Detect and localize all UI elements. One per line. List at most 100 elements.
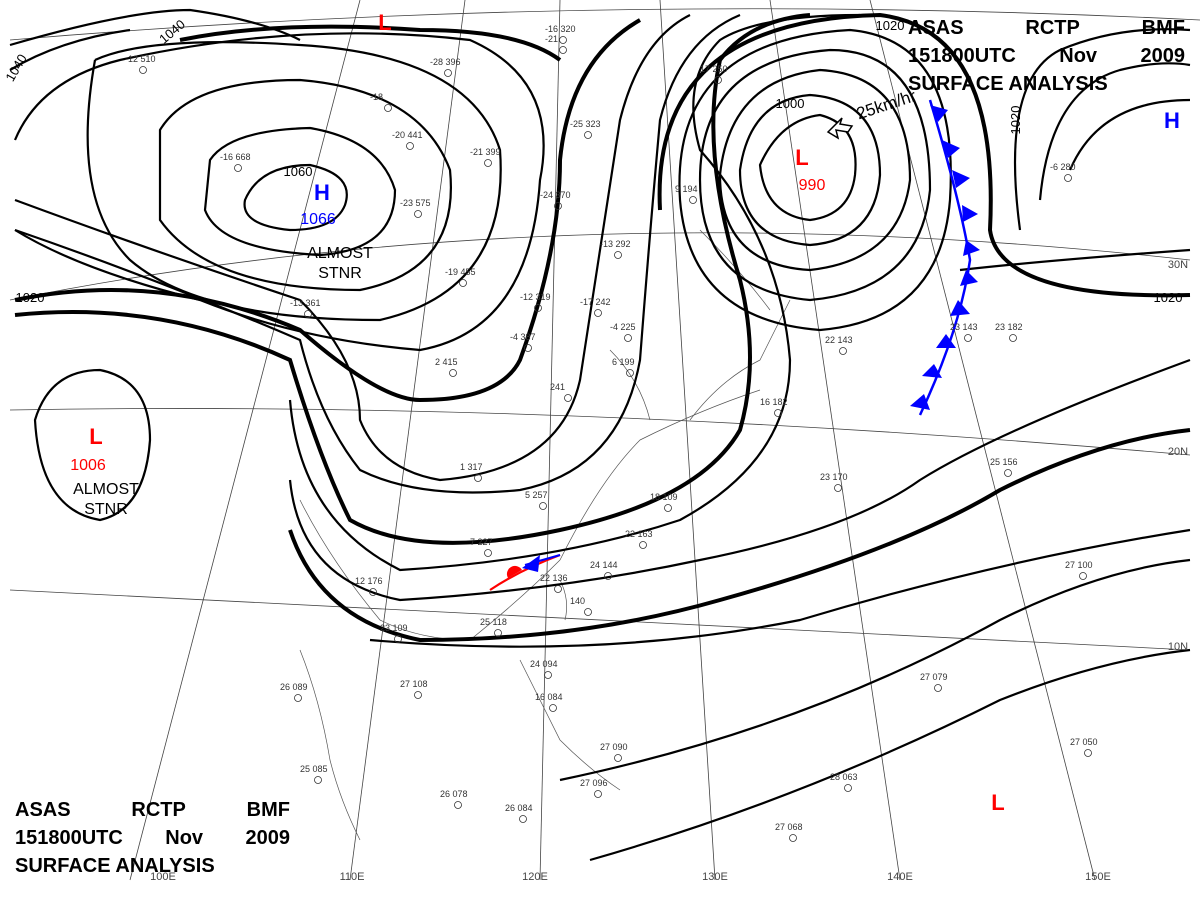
station-value: -25 323 [570,119,601,129]
station-plot: 5 257 [525,490,548,510]
station-value: 16 084 [535,692,563,702]
low-pressure-symbol: L [89,424,102,449]
center-pressure-value: 1066 [300,211,336,228]
station-plot: -4 387 [510,332,536,352]
station-value: -13 292 [600,239,631,249]
station-circle-icon [1084,749,1092,757]
station-plot: 23 182 [995,322,1023,342]
header-cycle: BMF [1141,17,1185,39]
station-value: -16 320 [545,24,576,34]
station-value: 23 182 [995,322,1023,332]
station-circle-icon [449,369,457,377]
station-plot: 22 163 [625,529,653,549]
station-value: -12 319 [520,292,551,302]
station-observations: -12 510 -28 396 -18 -16 320-21 -25 323 -20 44… [125,24,1098,842]
station-circle-icon [594,309,602,317]
station-value: 27 108 [400,679,428,689]
station-value: -13 361 [290,298,321,308]
station-plot: -20 441 [392,130,423,150]
station-plot: -28 396 [430,57,461,77]
station-plot: -25 323 [570,119,601,139]
station-value: 2 415 [435,357,458,367]
motion-arrow [826,117,854,140]
station-value: 25 156 [990,457,1018,467]
station-circle-icon [394,635,402,643]
station-circle-icon [539,502,547,510]
station-circle-icon [834,484,842,492]
center-high-ne: H [1164,108,1180,133]
station-circle-icon [454,801,462,809]
station-plot: -18 [370,92,392,112]
pressure-centers: L H 1066 ALMOST STNR L 990 H L 1006 ALMOST STNR L [70,10,1180,815]
station-value: -18 [370,92,383,102]
station-plot: 22 143 [825,335,853,355]
station-plot: 18 109 [650,492,678,512]
station-value: 22 143 [825,335,853,345]
high-pressure-symbol: H [1164,108,1180,133]
center-motion-note: ALMOST STNR [73,481,139,518]
footer-month: Nov [165,827,204,849]
station-circle-icon [314,776,322,784]
station-value: 5 257 [525,490,548,500]
station-circle-icon [559,36,567,44]
station-value: 12 176 [355,576,383,586]
center-low-nw: L [378,10,391,35]
high-pressure-symbol: H [314,180,330,205]
station-plot: 22 136 [540,573,568,593]
station-circle-icon [626,369,634,377]
station-circle-icon [549,704,557,712]
station-circle-icon [384,104,392,112]
cold-front-northeast [910,99,980,416]
low-pressure-symbol: L [991,790,1004,815]
station-plot: 27 108 [400,679,428,699]
station-circle-icon [524,344,532,352]
station-circle-icon [614,754,622,762]
station-plot: 24 094 [530,659,558,679]
station-circle-icon [1079,572,1087,580]
station-value: 140 [570,596,585,606]
header-center: RCTP [1025,17,1080,39]
latitude-label: 30N [1168,259,1188,271]
station-value: -16 668 [220,152,251,162]
station-plot: -13 292 [600,239,631,259]
station-value: -12 510 [125,54,156,64]
center-low-kamchatka: L 990 [795,145,825,194]
station-plot: 24 144 [590,560,618,580]
station-plot: 25 118 [480,617,507,637]
station-value: 27 100 [1065,560,1093,570]
center-motion-note: ALMOST STNR [307,245,373,282]
station-circle-icon [1009,334,1017,342]
isobar-label: 1020 [876,18,905,33]
station-plot: -16 668 [220,152,251,172]
station-plot: 26 089 [280,682,308,702]
station-plot: 2 415 [435,357,458,377]
center-pressure-value: 1006 [70,457,106,474]
station-plot: 140 [570,596,592,616]
station-circle-icon [304,310,312,318]
footer-valid-time: 151800UTC [15,827,123,849]
center-low-tibet: L 1006 ALMOST STNR [70,424,139,518]
isobar-label: 1060 [284,164,313,179]
station-value: 27 079 [920,672,948,682]
station-value: 27 096 [580,778,608,788]
footer-agency: ASAS [15,799,71,821]
station-plot: 16 182 [760,397,788,417]
station-plot: 26 078 [440,789,468,809]
station-value: 27 050 [1070,737,1098,747]
station-plot: -24 370 [540,190,571,210]
station-plot: 12 176 [355,576,383,596]
station-circle-icon [964,334,972,342]
station-value: -21 [545,34,558,44]
station-value: -19 455 [445,267,476,277]
station-plot: 27 050 [1070,737,1098,757]
station-circle-icon [294,694,302,702]
station-circle-icon [1064,174,1072,182]
station-plot: -13 361 [290,298,321,318]
station-circle-icon [624,334,632,342]
station-value: 26 078 [440,789,468,799]
station-plot: 27 079 [920,672,948,692]
center-pressure-value: 990 [799,177,826,194]
longitude-label: 110E [340,871,365,883]
longitude-label: 100E [150,871,176,883]
